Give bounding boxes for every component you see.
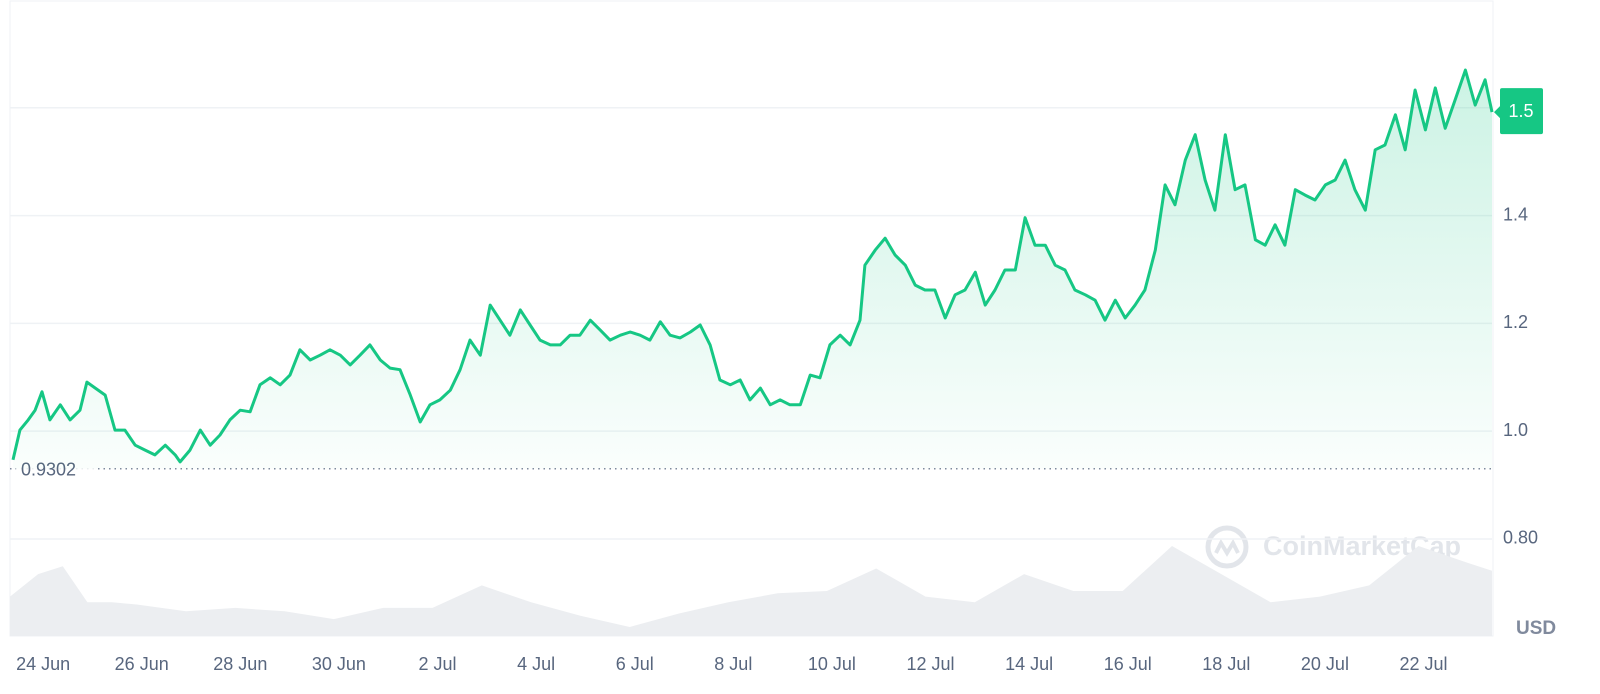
x-tick-label: 18 Jul xyxy=(1202,654,1250,674)
x-tick-label: 22 Jul xyxy=(1400,654,1448,674)
y-tick-label: 1.4 xyxy=(1503,204,1528,224)
x-tick-label: 8 Jul xyxy=(714,654,752,674)
x-tick-label: 2 Jul xyxy=(418,654,456,674)
y-tick-label: 1.0 xyxy=(1503,420,1528,440)
current-price-label: 1.5 xyxy=(1508,101,1533,121)
x-tick-label: 28 Jun xyxy=(213,654,267,674)
x-tick-label: 12 Jul xyxy=(907,654,955,674)
x-tick-label: 16 Jul xyxy=(1104,654,1152,674)
volume-area xyxy=(10,546,1492,636)
x-tick-label: 30 Jun xyxy=(312,654,366,674)
currency-unit: USD xyxy=(1516,618,1556,639)
y-tick-label: 0.80 xyxy=(1503,528,1538,548)
badge-shape xyxy=(1494,88,1543,135)
x-tick-label: 20 Jul xyxy=(1301,654,1349,674)
price-line xyxy=(11,68,1494,464)
x-tick-label: 6 Jul xyxy=(616,654,654,674)
x-tick-label: 26 Jun xyxy=(115,654,169,674)
x-tick-label: 4 Jul xyxy=(517,654,555,674)
price-area xyxy=(13,70,1492,469)
y-tick-label: 1.2 xyxy=(1503,312,1528,332)
x-tick-label: 10 Jul xyxy=(808,654,856,674)
current-price-badge: 1.5 xyxy=(1494,88,1543,135)
x-tick-label: 24 Jun xyxy=(16,654,70,674)
x-tick-label: 14 Jul xyxy=(1005,654,1053,674)
